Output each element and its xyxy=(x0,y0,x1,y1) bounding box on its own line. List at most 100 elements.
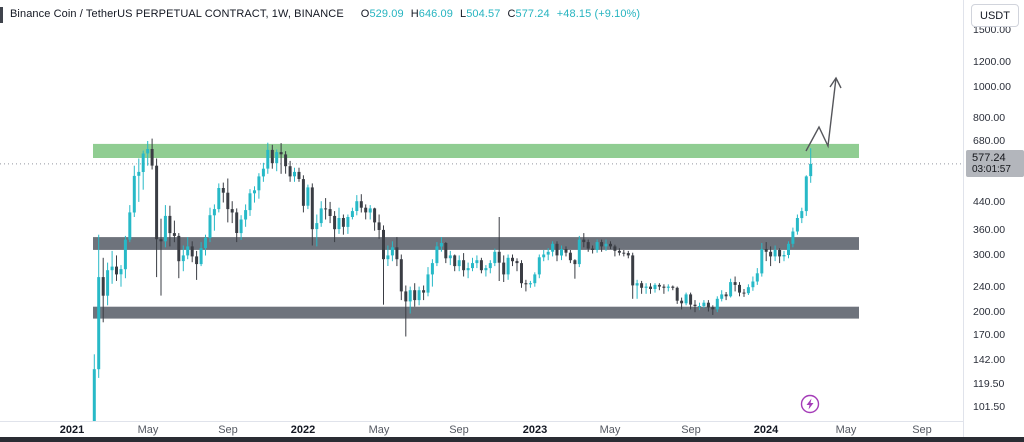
price-tick-label: 200.00 xyxy=(973,306,1006,318)
candle-body xyxy=(787,243,790,255)
candle-body xyxy=(640,283,644,288)
candle-body xyxy=(386,255,390,260)
symbol-title[interactable]: Binance Coin / TetherUS PERPETUAL CONTRA… xyxy=(10,8,344,20)
candle-body xyxy=(310,187,314,230)
candle-body xyxy=(769,251,773,257)
candle-body xyxy=(631,255,635,286)
candle-body xyxy=(439,243,443,247)
candle-body xyxy=(426,274,430,293)
candle-body xyxy=(666,286,670,288)
candle-body xyxy=(395,247,399,260)
candle-body xyxy=(279,152,283,155)
candle-wick xyxy=(658,283,660,291)
candle-body xyxy=(106,270,110,296)
price-tick-label: 800.00 xyxy=(973,112,1006,124)
candle-body xyxy=(346,217,350,227)
candle-wick xyxy=(423,285,425,301)
candle-wick xyxy=(663,284,665,294)
supply-zone-gray-upper[interactable] xyxy=(93,237,859,250)
candle-body xyxy=(422,290,426,293)
candle-body xyxy=(609,243,612,247)
price-tick-label: 170.00 xyxy=(973,329,1006,341)
ohlc-low: L504.57 xyxy=(459,8,501,20)
current-price-value: 577.24 xyxy=(972,152,1006,164)
candle-body xyxy=(333,215,337,230)
candle-body xyxy=(408,290,412,302)
candle-body xyxy=(546,251,550,255)
candle-body xyxy=(675,287,679,301)
candle-body xyxy=(355,201,359,211)
candle-body xyxy=(230,209,234,213)
time-axis-month-label: May xyxy=(368,424,390,436)
time-axis[interactable]: 2021 May Sep 2022 May Sep 2023 May Sep 2024 May Sep xyxy=(0,421,963,438)
candle-wick xyxy=(574,259,576,279)
candle-body xyxy=(150,149,154,166)
candle-body xyxy=(101,277,105,296)
candle-body xyxy=(244,210,248,220)
candle-body xyxy=(97,277,101,370)
candle-wick xyxy=(383,225,384,305)
candle-body xyxy=(706,302,710,308)
support-zone-gray-lower[interactable] xyxy=(93,306,859,319)
candle-body xyxy=(573,260,577,265)
chart-plot-area[interactable]: Binance Coin / TetherUS PERPETUAL CONTRA… xyxy=(0,0,963,421)
candle-body xyxy=(324,208,328,210)
candle-body xyxy=(115,266,118,275)
ohlc-open: O529.09 xyxy=(360,8,404,20)
time-axis-year-label: 2024 xyxy=(753,424,779,436)
candle-body xyxy=(520,263,523,284)
candle-body xyxy=(221,188,225,193)
lightning-marker[interactable] xyxy=(800,394,820,414)
lightning-bolt-icon xyxy=(806,398,814,410)
candle-wick xyxy=(681,297,683,310)
candle-body xyxy=(800,211,804,219)
candle-body xyxy=(493,251,497,264)
candle-body xyxy=(622,252,626,254)
time-axis-year-label: 2023 xyxy=(522,424,548,436)
candle-body xyxy=(773,250,777,257)
candle-body xyxy=(724,294,728,297)
candle-wick xyxy=(672,285,674,291)
candle-body xyxy=(319,208,323,224)
candle-body xyxy=(239,219,243,234)
candle-body xyxy=(804,176,808,212)
candle-body xyxy=(270,149,274,164)
resistance-zone-green[interactable] xyxy=(93,143,859,158)
candle-body xyxy=(284,154,288,167)
candle-body xyxy=(671,286,675,288)
candle-wick xyxy=(712,305,714,315)
candlestick-chart[interactable] xyxy=(0,0,963,421)
price-tick-label: 1500.00 xyxy=(973,24,1011,36)
candle-body xyxy=(497,251,501,263)
bar-countdown: 03:01:57 xyxy=(972,164,1011,175)
time-axis-month-label: Sep xyxy=(449,424,469,436)
candle-body xyxy=(341,218,345,227)
price-tick-label: 240.00 xyxy=(973,281,1006,293)
candle-body xyxy=(257,176,261,191)
candle-body xyxy=(698,306,701,307)
time-axis-month-label: May xyxy=(599,424,621,436)
time-axis-month-label: Sep xyxy=(681,424,701,436)
candle-wick xyxy=(498,217,500,281)
candle-body xyxy=(315,223,319,230)
projection-arrow-head xyxy=(829,76,842,89)
candle-wick xyxy=(196,250,198,280)
candle-body xyxy=(293,171,296,177)
candle-body xyxy=(390,247,394,256)
candle-body xyxy=(760,249,764,274)
candle-body xyxy=(471,263,474,269)
candle-body xyxy=(159,239,163,242)
candle-body xyxy=(613,246,617,251)
time-axis-month-label: May xyxy=(835,424,857,436)
candle-body xyxy=(186,246,190,256)
candle-body xyxy=(577,239,581,265)
candle-body xyxy=(502,262,506,275)
candle-body xyxy=(742,292,746,294)
price-axis[interactable]: USDT 1500.00 1200.00 1000.00 800.00 680.00 44… xyxy=(963,0,1024,437)
currency-toggle-button[interactable]: USDT xyxy=(971,4,1019,27)
candle-body xyxy=(430,263,434,275)
time-axis-year-label: 2022 xyxy=(290,424,316,436)
price-tick-label: 119.50 xyxy=(973,378,1005,390)
price-change: +48.15 (+9.10%) xyxy=(556,8,641,20)
projection-arrow[interactable] xyxy=(805,77,837,152)
